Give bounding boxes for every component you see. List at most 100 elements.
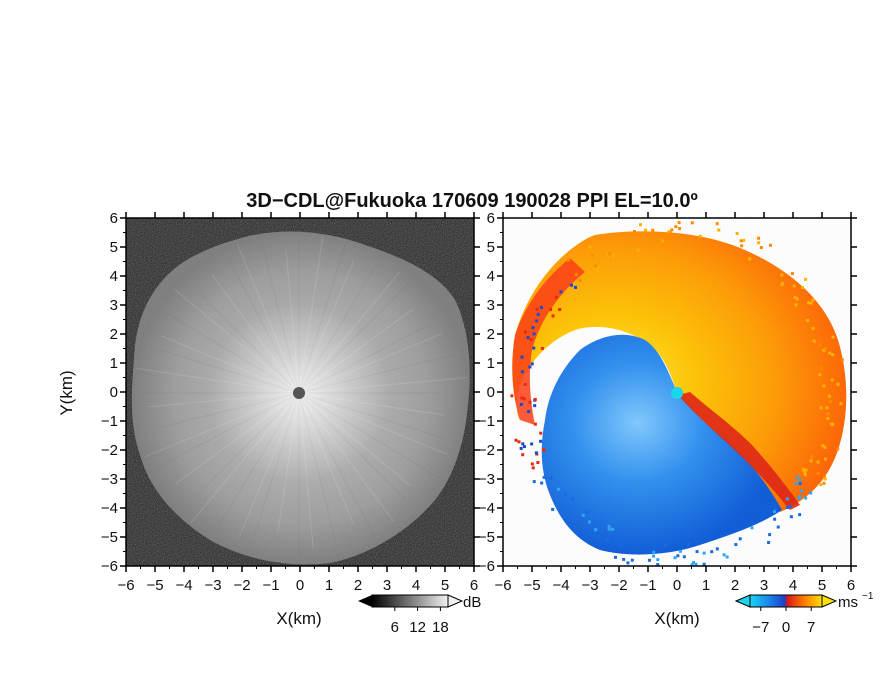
velocity-xtick-label: −5: [523, 577, 540, 594]
velocity-speckle: [797, 496, 801, 500]
velocity-speckle: [816, 471, 820, 475]
velocity-speckle: [674, 225, 678, 229]
velocity-speckle: [798, 495, 802, 499]
velocity-speckle: [836, 447, 840, 451]
velocity-speckle: [551, 507, 555, 511]
velocity-speckle: [798, 481, 802, 485]
velocity-speckle: [828, 351, 832, 355]
reflectivity-colorbar-low-triangle: [358, 595, 372, 607]
velocity-speckle: [629, 535, 633, 539]
velocity-speckle: [809, 459, 813, 463]
velocity-speckle: [785, 505, 789, 509]
velocity-ytick-label: 2: [487, 326, 495, 343]
velocity-speckle: [534, 451, 538, 455]
velocity-speckle: [818, 373, 822, 377]
velocity-speckle: [811, 326, 815, 330]
velocity-speckle: [734, 543, 738, 547]
velocity-speckle: [735, 231, 739, 235]
velocity-speckle: [742, 238, 746, 242]
velocity-speckle: [673, 556, 677, 560]
velocity-ytick-label: 6: [487, 210, 495, 227]
velocity-ytick-label: 0: [487, 384, 495, 401]
velocity-speckle: [698, 234, 702, 238]
velocity-speckle: [668, 230, 672, 234]
velocity-xtick-label: 3: [760, 577, 768, 594]
velocity-speckle: [750, 526, 754, 530]
velocity-speckle: [800, 489, 804, 493]
reflectivity-xtick-label: 1: [325, 577, 333, 594]
velocity-speckle: [794, 482, 798, 486]
velocity-speckle: [528, 400, 532, 404]
reflectivity-ytick-label: 3: [110, 297, 118, 314]
velocity-speckle: [549, 476, 553, 480]
velocity-speckle: [822, 384, 826, 388]
reflectivity-xtick-label: −4: [175, 577, 192, 594]
velocity-speckle: [801, 285, 805, 289]
velocity-speckle: [795, 475, 799, 479]
velocity-speckle: [804, 277, 808, 281]
velocity-speckle: [804, 468, 808, 472]
velocity-speckle: [647, 558, 651, 562]
velocity-speckle: [823, 475, 827, 479]
velocity-speckle: [780, 273, 784, 277]
reflectivity-xtick-label: 0: [296, 577, 304, 594]
velocity-xtick-label: 5: [818, 577, 826, 594]
velocity-speckle: [768, 533, 772, 537]
velocity-speckle: [521, 453, 525, 457]
velocity-speckle: [692, 561, 696, 565]
velocity-speckle: [554, 295, 558, 299]
velocity-speckle: [714, 243, 718, 247]
velocity-speckle: [519, 446, 523, 450]
velocity-xtick-label: −2: [610, 577, 627, 594]
reflectivity-xtick-label: −5: [146, 577, 163, 594]
velocity-speckle: [738, 537, 742, 541]
velocity-speckle: [605, 539, 609, 543]
velocity-speckle: [804, 496, 808, 500]
velocity-speckle: [690, 563, 694, 566]
velocity-speckle: [677, 221, 681, 225]
velocity-speckle: [818, 343, 822, 347]
velocity-xtick-label: 4: [789, 577, 797, 594]
velocity-ytick-label: −3: [478, 471, 495, 488]
velocity-xtick-label: −4: [552, 577, 569, 594]
velocity-speckle: [581, 513, 585, 517]
velocity-speckle: [533, 422, 537, 426]
velocity-speckle: [748, 257, 752, 261]
velocity-speckle: [740, 244, 744, 248]
velocity-speckle: [798, 478, 802, 482]
reflectivity-colorbar-tick-label: 12: [409, 619, 426, 636]
velocity-speckles: [510, 221, 844, 566]
velocity-speckle: [607, 524, 611, 528]
velocity-colorbar-tick-label: 0: [782, 619, 790, 636]
velocity-xtick-label: 1: [702, 577, 710, 594]
velocity-xtick-label: −3: [581, 577, 598, 594]
velocity-speckle: [607, 527, 611, 531]
velocity-speckle: [523, 330, 527, 334]
velocity-speckle: [536, 460, 540, 464]
velocity-speckle: [819, 406, 823, 410]
velocity-speckle: [710, 550, 714, 554]
reflectivity-ytick-label: 1: [110, 355, 118, 372]
velocity-speckle: [822, 481, 826, 485]
reflectivity-xtick-label: 2: [354, 577, 362, 594]
velocity-speckle: [811, 298, 815, 302]
velocity-speckle: [773, 507, 777, 511]
velocity-speckle: [614, 555, 618, 559]
velocity-speckle: [793, 295, 797, 299]
velocity-speckle: [807, 301, 811, 305]
velocity-speckle: [567, 258, 571, 262]
velocity-speckle: [517, 440, 521, 444]
velocity-xtick-label: −6: [494, 577, 511, 594]
velocity-speckle: [809, 301, 813, 305]
velocity-speckle: [757, 241, 761, 245]
velocity-speckle: [830, 378, 834, 382]
velocity-speckle: [571, 497, 575, 501]
velocity-speckle: [652, 554, 656, 558]
velocity-speckle: [632, 230, 636, 234]
velocity-ytick-label: 4: [487, 268, 495, 285]
velocity-ytick-label: −6: [478, 558, 495, 575]
reflectivity-ytick-label: 5: [110, 239, 118, 256]
reflectivity-panel: −6 −5 −4 −3 −2 −1 0 1 2 3 4 5 6 −6 −5 −4 −3 −2 −1 0 1 2 3 4 5 6 X…: [57, 210, 480, 628]
velocity-speckle: [619, 543, 623, 547]
velocity-speckle: [570, 283, 574, 287]
